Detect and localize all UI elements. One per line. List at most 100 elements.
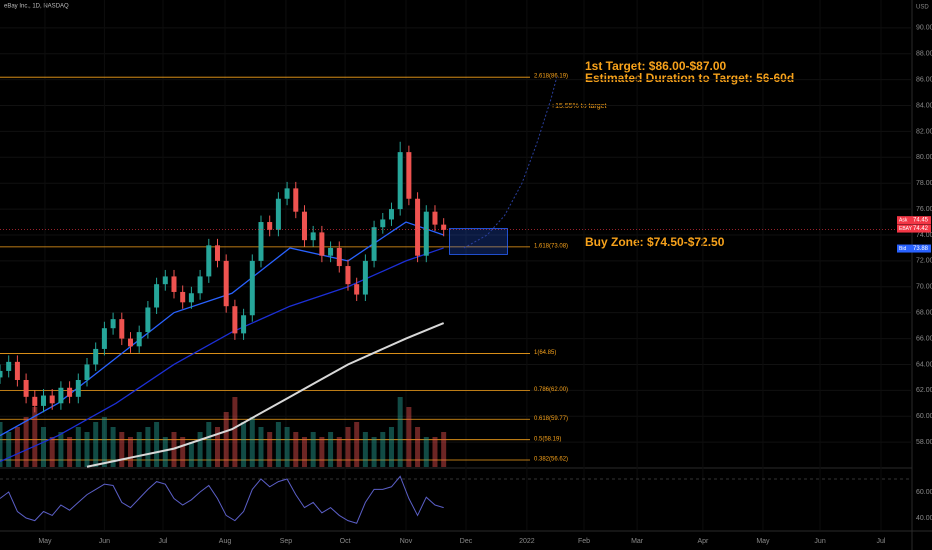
- candle-body: [171, 276, 177, 292]
- x-tick-label: May: [38, 538, 52, 545]
- volume-bar: [232, 397, 238, 467]
- y-tick-label: 82.00: [916, 128, 932, 135]
- y-tick-label: 66.00: [916, 335, 932, 342]
- y-tick-label: 80.00: [916, 154, 932, 161]
- volume-bar: [32, 407, 38, 467]
- price-tag-value: 74.45: [913, 218, 929, 224]
- volume-bar: [162, 437, 168, 467]
- volume-bar: [354, 422, 360, 467]
- candle-body: [415, 198, 421, 256]
- volume-bar: [197, 432, 203, 467]
- candle-body: [258, 222, 264, 261]
- candle-body: [214, 245, 220, 261]
- candle-body: [249, 260, 255, 316]
- volume-bar: [154, 422, 160, 467]
- x-tick-label: Oct: [340, 538, 351, 545]
- volume-bar: [101, 417, 107, 467]
- y-tick-label: 90.00: [916, 25, 932, 32]
- candle-body: [58, 387, 64, 404]
- volume-bar: [136, 432, 142, 467]
- volume-bar: [284, 427, 290, 467]
- candle-body: [432, 211, 438, 225]
- x-tick-label: Dec: [460, 538, 473, 545]
- chart-title: eBay Inc., 1D, NASDAQ: [4, 4, 69, 10]
- candle-body: [380, 219, 386, 228]
- volume-bar: [23, 417, 29, 467]
- volume-bar: [397, 397, 403, 467]
- candle-body: [0, 370, 3, 378]
- fib-label: 2.618(86.19): [534, 74, 568, 80]
- volume-bar: [93, 422, 99, 467]
- volume-bar: [301, 437, 307, 467]
- candle-body: [154, 284, 160, 308]
- fib-label: 0.382(56.62): [534, 457, 568, 463]
- candle-body: [441, 224, 447, 230]
- buy-zone: [449, 228, 508, 255]
- candle-body: [388, 209, 394, 220]
- x-tick-label: Jun: [814, 538, 825, 545]
- buy-zone-label: Buy Zone: $74.50-$72.50: [585, 235, 725, 249]
- volume-bar: [206, 422, 212, 467]
- candle-body: [284, 188, 290, 199]
- candle-body: [67, 387, 73, 397]
- candle-body: [301, 211, 307, 241]
- candle-body: [110, 319, 116, 329]
- x-tick-label: Feb: [578, 538, 590, 545]
- gain-annotation: +15.55% to target: [551, 103, 607, 110]
- price-tag: [897, 224, 931, 233]
- volume-bar: [371, 437, 377, 467]
- volume-bar: [58, 432, 64, 467]
- volume-bar: [6, 432, 12, 467]
- volume-bar: [441, 432, 447, 467]
- candle-body: [362, 260, 368, 295]
- candle-body: [145, 307, 151, 333]
- x-tick-label: May: [756, 538, 770, 545]
- y-tick-label: 64.00: [916, 361, 932, 368]
- fib-label: 0.618(59.77): [534, 416, 568, 422]
- volume-bar: [345, 427, 351, 467]
- volume-bar: [336, 437, 342, 467]
- volume-bar: [423, 437, 429, 467]
- y-tick-label: 74.00: [916, 232, 932, 239]
- price-tag-value: 73.88: [913, 246, 929, 252]
- candle-body: [162, 276, 168, 285]
- candle-body: [328, 247, 334, 256]
- volume-bar: [293, 432, 299, 467]
- volume-bar: [127, 437, 133, 467]
- volume-bar: [75, 427, 81, 467]
- candle-body: [354, 284, 360, 295]
- y-tick-label: 72.00: [916, 258, 932, 265]
- candle-body: [345, 266, 351, 285]
- x-tick-label: 2022: [519, 538, 535, 545]
- volume-bar: [267, 432, 273, 467]
- candle-body: [6, 361, 12, 371]
- x-tick-label: Jun: [99, 538, 110, 545]
- candle-body: [180, 291, 186, 303]
- candle-body: [84, 364, 90, 380]
- candle-body: [188, 293, 194, 303]
- volume-bar: [432, 437, 438, 467]
- x-tick-label: Aug: [219, 538, 232, 545]
- volume-bar: [241, 422, 247, 467]
- volume-bar: [415, 427, 421, 467]
- volume-bar: [40, 427, 46, 467]
- volume-bar: [388, 427, 394, 467]
- x-tick-label: Nov: [400, 538, 413, 545]
- target-annotation: 1st Target: $86.00-$87.00: [585, 59, 727, 73]
- price-tag: [897, 216, 931, 225]
- candle-body: [241, 315, 247, 334]
- candle-body: [119, 319, 125, 339]
- y-tick-label: 70.00: [916, 284, 932, 291]
- candle-body: [275, 198, 281, 230]
- candle-body: [397, 152, 403, 210]
- volume-bar: [249, 417, 255, 467]
- candle-body: [232, 306, 238, 334]
- volume-bar: [319, 437, 325, 467]
- price-tag-value: 74.42: [913, 226, 929, 232]
- volume-bar: [0, 422, 3, 467]
- y-tick-label: 76.00: [916, 206, 932, 213]
- volume-bar: [328, 432, 334, 467]
- volume-bar: [188, 442, 194, 467]
- currency: USD: [916, 5, 929, 11]
